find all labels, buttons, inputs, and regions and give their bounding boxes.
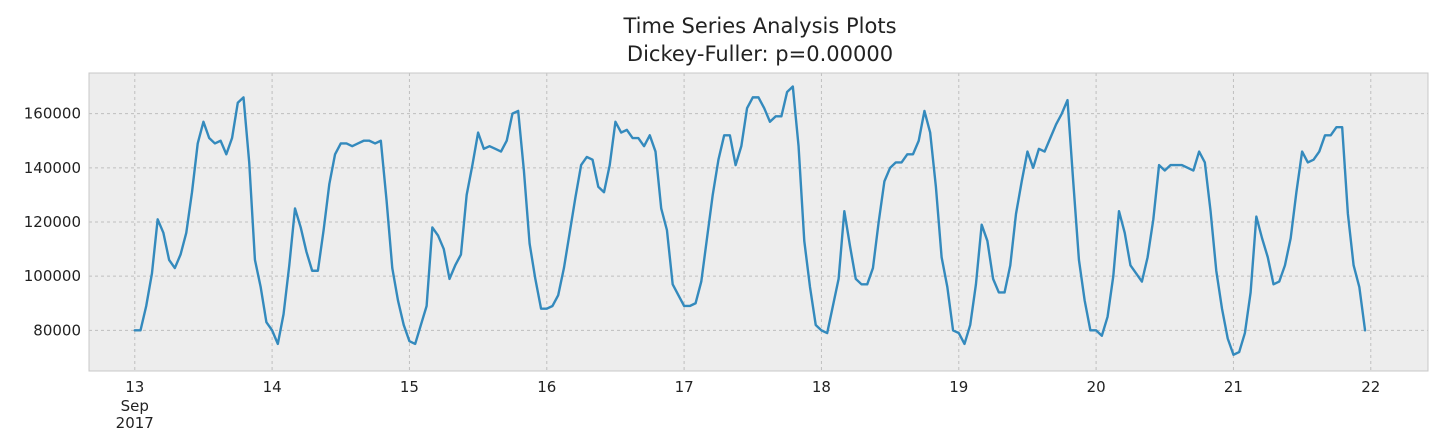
x-tick-label: 20 <box>1087 378 1106 396</box>
y-axis: 80000 100000 120000 140000 160000 <box>24 105 81 340</box>
x-tick-label: 21 <box>1224 378 1243 396</box>
x-tick-label: 13 <box>125 378 144 396</box>
x-tick-sublabel: 2017 <box>116 414 154 432</box>
plot-frame <box>88 72 1429 372</box>
y-tick-label: 100000 <box>24 267 81 285</box>
y-tick-label: 120000 <box>24 213 81 231</box>
chart-subtitle: Dickey-Fuller: p=0.00000 <box>627 42 893 66</box>
y-tick-label: 80000 <box>33 321 81 339</box>
y-tick-label: 160000 <box>24 105 81 123</box>
x-tick-label: 17 <box>675 378 694 396</box>
series-line <box>133 85 1367 356</box>
y-tick-label: 140000 <box>24 159 81 177</box>
x-tick-label: 16 <box>537 378 556 396</box>
x-tick-label: 22 <box>1361 378 1380 396</box>
grid <box>89 73 1428 371</box>
x-tick-label: 18 <box>812 378 831 396</box>
chart-title: Time Series Analysis Plots <box>622 14 896 38</box>
x-tick-sublabel: Sep <box>121 397 149 415</box>
x-tick-label: 19 <box>949 378 968 396</box>
x-tick-label: 14 <box>263 378 282 396</box>
x-tick-label: 15 <box>400 378 419 396</box>
